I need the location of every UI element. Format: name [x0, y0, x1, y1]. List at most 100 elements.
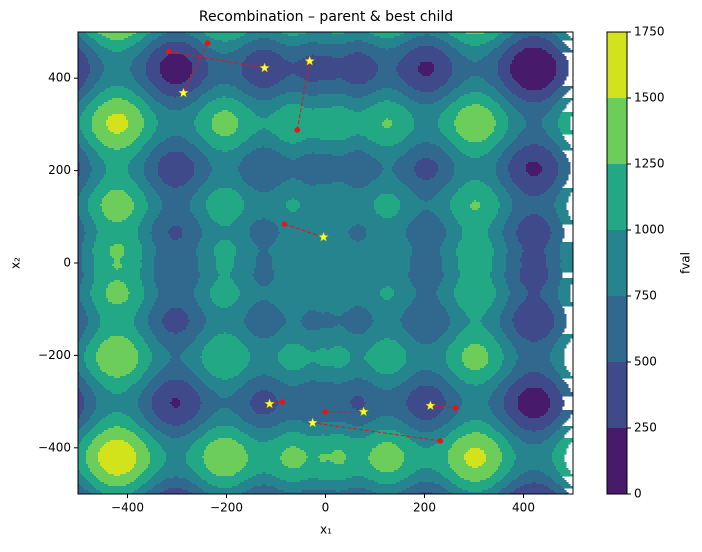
contour-cell [162, 180, 189, 183]
contour-cell [402, 182, 449, 185]
contour-cell [332, 452, 345, 455]
contour-cell [280, 42, 309, 45]
contour-cell [510, 340, 531, 343]
contour-cell [440, 282, 459, 285]
contour-cell [546, 336, 561, 339]
contour-cell [276, 134, 357, 137]
contour-cell [214, 220, 235, 223]
contour-cell [286, 202, 301, 205]
contour-cell [88, 464, 101, 467]
contour-cell [164, 450, 189, 453]
contour-cell [506, 334, 521, 337]
contour-cell [238, 100, 385, 103]
contour-cell [456, 248, 495, 251]
contour-cell [170, 228, 183, 231]
contour-cell [552, 80, 565, 83]
contour-cell [88, 322, 101, 325]
contour-cell [380, 144, 395, 147]
contour-cell [140, 334, 155, 337]
contour-cell [78, 414, 81, 417]
contour-cell [412, 336, 441, 339]
contour-cell [420, 198, 433, 201]
contour-cell [206, 316, 247, 319]
contour-cell [504, 378, 519, 381]
contour-cell [560, 374, 571, 377]
contour-cell [498, 466, 513, 469]
contour-cell [248, 312, 283, 315]
contour-cell [166, 364, 187, 367]
contour-cell [510, 102, 557, 105]
contour-cell [78, 42, 87, 45]
contour-cell [526, 164, 541, 167]
contour-cell [436, 214, 455, 217]
contour-cell [136, 348, 151, 351]
contour-cell [446, 436, 463, 439]
contour-cell [496, 288, 509, 291]
contour-cell [216, 244, 235, 247]
contour-cell [504, 110, 519, 113]
contour-cell [78, 434, 87, 437]
contour-cell [350, 352, 367, 355]
contour-cell [166, 434, 187, 437]
contour-cell [508, 250, 525, 253]
contour-cell [100, 322, 135, 325]
contour-cell [128, 170, 145, 173]
contour-cell [394, 164, 417, 167]
contour-cell [262, 484, 267, 487]
contour-cell [456, 336, 495, 339]
contour-cell [344, 56, 371, 59]
contour-cell [134, 466, 149, 469]
contour-cell [152, 332, 175, 335]
contour-cell [458, 260, 493, 263]
contour-cell [514, 78, 555, 81]
contour-cell [84, 332, 97, 335]
contour-cell [508, 248, 523, 251]
contour-cell [540, 296, 559, 299]
contour-cell [78, 130, 83, 133]
contour-cell [220, 396, 229, 399]
contour-cell [406, 152, 447, 155]
contour-cell [192, 342, 209, 345]
contour-cell [502, 434, 515, 437]
contour-cell [98, 312, 137, 315]
contour-cell [164, 326, 187, 329]
contour-cell [332, 32, 345, 35]
contour-cell [488, 234, 503, 237]
contour-cell [350, 358, 365, 361]
contour-cell [474, 384, 479, 387]
contour-cell [422, 446, 431, 449]
contour-cell [148, 104, 163, 107]
contour-cell [516, 454, 553, 457]
contour-cell [82, 256, 95, 259]
contour-cell [412, 252, 441, 255]
contour-cell [288, 34, 299, 37]
contour-cell [450, 140, 469, 143]
contour-cell [558, 292, 571, 295]
contour-cell [132, 158, 147, 161]
contour-cell [154, 474, 199, 477]
contour-cell [180, 424, 201, 427]
contour-cell [456, 374, 495, 377]
contour-cell [144, 442, 159, 445]
contour-cell [242, 70, 379, 73]
contour-cell [510, 386, 557, 389]
contour-cell [514, 140, 555, 143]
contour-cell [522, 130, 547, 133]
contour-cell [380, 214, 397, 217]
contour-cell [398, 418, 421, 421]
contour-cell [554, 448, 567, 451]
contour-cell [350, 308, 367, 311]
contour-cell [536, 430, 557, 433]
contour-cell [494, 118, 509, 121]
contour-cell [144, 296, 159, 299]
contour-cell [372, 382, 403, 385]
contour-cell [282, 56, 307, 59]
contour-cell [78, 262, 83, 265]
contour-cell [448, 42, 465, 45]
contour-cell [378, 160, 397, 163]
contour-cell [556, 386, 569, 389]
contour-cell [228, 110, 253, 113]
contour-cell [98, 230, 139, 233]
contour-cell [80, 48, 93, 51]
contour-cell [90, 194, 107, 197]
